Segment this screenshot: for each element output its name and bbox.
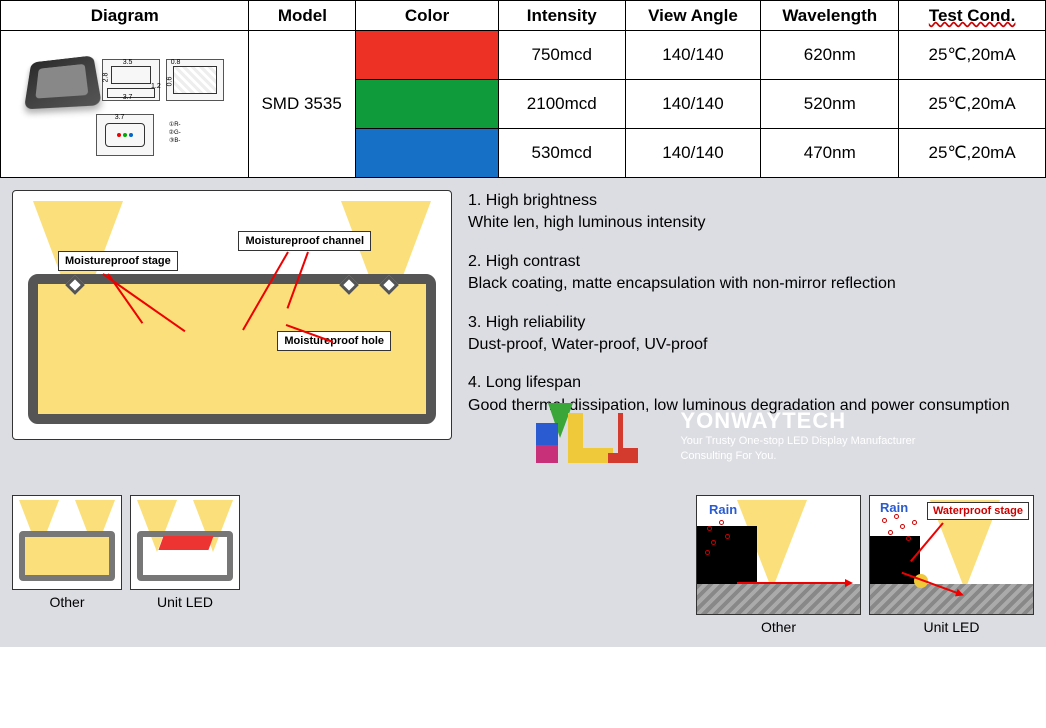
intensity-green: 2100mcd: [498, 80, 625, 129]
led-3d-render: [24, 55, 102, 109]
spec-table: Diagram Model Color Intensity View Angle…: [0, 0, 1046, 178]
lower-section: Moistureproof stage Moistureproof channe…: [0, 178, 1046, 495]
thumb-label-other-left: Other: [12, 594, 122, 610]
label-stage: Moistureproof stage: [58, 251, 178, 271]
header-model: Model: [249, 1, 356, 31]
color-swatch-red: [356, 31, 499, 80]
cross-section-diagram: Moistureproof stage Moistureproof channe…: [12, 190, 452, 440]
header-color: Color: [356, 1, 499, 31]
label-channel: Moistureproof channel: [238, 231, 371, 251]
diagram-cell: 3.5 2.8 1.2 3.7 0.8 0.6: [1, 31, 249, 178]
spec-row-red: 3.5 2.8 1.2 3.7 0.8 0.6: [1, 31, 1046, 80]
thumb-rain-other: Rain: [696, 495, 861, 615]
header-wavelength: Wavelength: [761, 1, 899, 31]
wavelength-red: 620nm: [761, 31, 899, 80]
logo-text: YONWAYTECH Your Trusty One-stop LED Disp…: [680, 408, 915, 463]
color-swatch-blue: [356, 129, 499, 178]
header-diagram: Diagram: [1, 1, 249, 31]
thumb-other-left: [12, 495, 122, 590]
header-testcond: Test Cond.: [899, 1, 1046, 31]
feature-3: 3. High reliability Dust-proof, Water-pr…: [468, 312, 1034, 357]
eng-drawing-bottom: 0.8 0.6: [166, 59, 224, 101]
feature-2: 2. High contrast Black coating, matte en…: [468, 251, 1034, 296]
label-hole: Moistureproof hole: [277, 331, 391, 351]
model-cell: SMD 3535: [249, 31, 356, 178]
thumb-label-rain-unit: Unit LED: [869, 619, 1034, 635]
thumb-label-rain-other: Other: [696, 619, 861, 635]
brand-logo: YONWAYTECH Your Trusty One-stop LED Disp…: [528, 393, 1034, 483]
feature-1: 1. High brightness White len, high lumin…: [468, 190, 1034, 235]
wavelength-green: 520nm: [761, 80, 899, 129]
thumb-unit-left: [130, 495, 240, 590]
features-list: 1. High brightness White len, high lumin…: [468, 190, 1034, 483]
logo-icon: [528, 393, 668, 478]
wavelength-blue: 470nm: [761, 129, 899, 178]
viewangle-blue: 140/140: [625, 129, 761, 178]
header-intensity: Intensity: [498, 1, 625, 31]
viewangle-green: 140/140: [625, 80, 761, 129]
testcond-red: 25℃,20mA: [899, 31, 1046, 80]
intensity-blue: 530mcd: [498, 129, 625, 178]
color-swatch-green: [356, 80, 499, 129]
waterproof-tag: Waterproof stage: [927, 502, 1029, 520]
eng-drawing-pinout: 3.7 ①R- ②G- ③B-: [96, 114, 154, 156]
header-viewangle: View Angle: [625, 1, 761, 31]
bottom-thumbnails: Other Unit LED Rain: [0, 495, 1046, 647]
viewangle-red: 140/140: [625, 31, 761, 80]
testcond-green: 25℃,20mA: [899, 80, 1046, 129]
intensity-red: 750mcd: [498, 31, 625, 80]
eng-drawing-top: 3.5 2.8 1.2 3.7: [102, 59, 160, 101]
thumb-rain-unit: Rain Waterproof stage: [869, 495, 1034, 615]
thumb-label-unit-left: Unit LED: [130, 594, 240, 610]
header-row: Diagram Model Color Intensity View Angle…: [1, 1, 1046, 31]
testcond-blue: 25℃,20mA: [899, 129, 1046, 178]
